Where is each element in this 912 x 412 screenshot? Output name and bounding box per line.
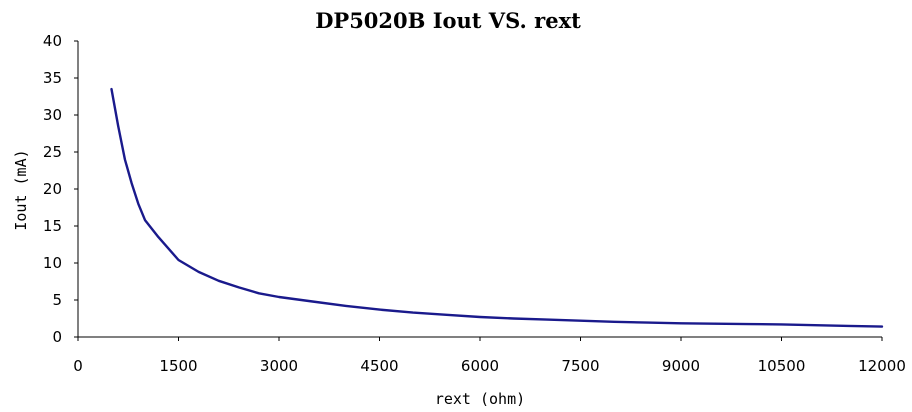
y-axis-label: Iout (mA) bbox=[12, 149, 30, 230]
y-tick-label: 35 bbox=[43, 69, 62, 87]
x-tick-label: 9000 bbox=[662, 357, 700, 375]
chart-title: DP5020B Iout VS. rext bbox=[315, 8, 581, 33]
x-tick-label: 6000 bbox=[461, 357, 499, 375]
y-tick-label: 30 bbox=[43, 106, 62, 124]
y-tick-label: 0 bbox=[52, 328, 62, 346]
x-tick-label: 10500 bbox=[758, 357, 806, 375]
x-axis-label: rext (ohm) bbox=[435, 390, 525, 408]
x-tick-label: 3000 bbox=[260, 357, 298, 375]
x-tick-label: 4500 bbox=[360, 357, 398, 375]
x-tick-label: 0 bbox=[73, 357, 83, 375]
y-tick-label: 5 bbox=[52, 291, 62, 309]
y-axis-ticks: 0 5 10 15 20 25 30 35 40 bbox=[43, 32, 78, 346]
y-tick-label: 20 bbox=[43, 180, 62, 198]
series-layer bbox=[110, 87, 884, 328]
x-axis-ticks: 0 1500 3000 4500 6000 7500 9000 10500 12000 bbox=[73, 337, 906, 375]
x-tick-label: 12000 bbox=[858, 357, 906, 375]
x-tick-label: 7500 bbox=[561, 357, 599, 375]
y-tick-label: 25 bbox=[43, 143, 62, 161]
y-tick-label: 10 bbox=[43, 254, 62, 272]
x-tick-label: 1500 bbox=[159, 357, 197, 375]
series-line-0 bbox=[110, 87, 884, 328]
y-tick-label: 15 bbox=[43, 217, 62, 235]
y-tick-label: 40 bbox=[43, 32, 62, 50]
